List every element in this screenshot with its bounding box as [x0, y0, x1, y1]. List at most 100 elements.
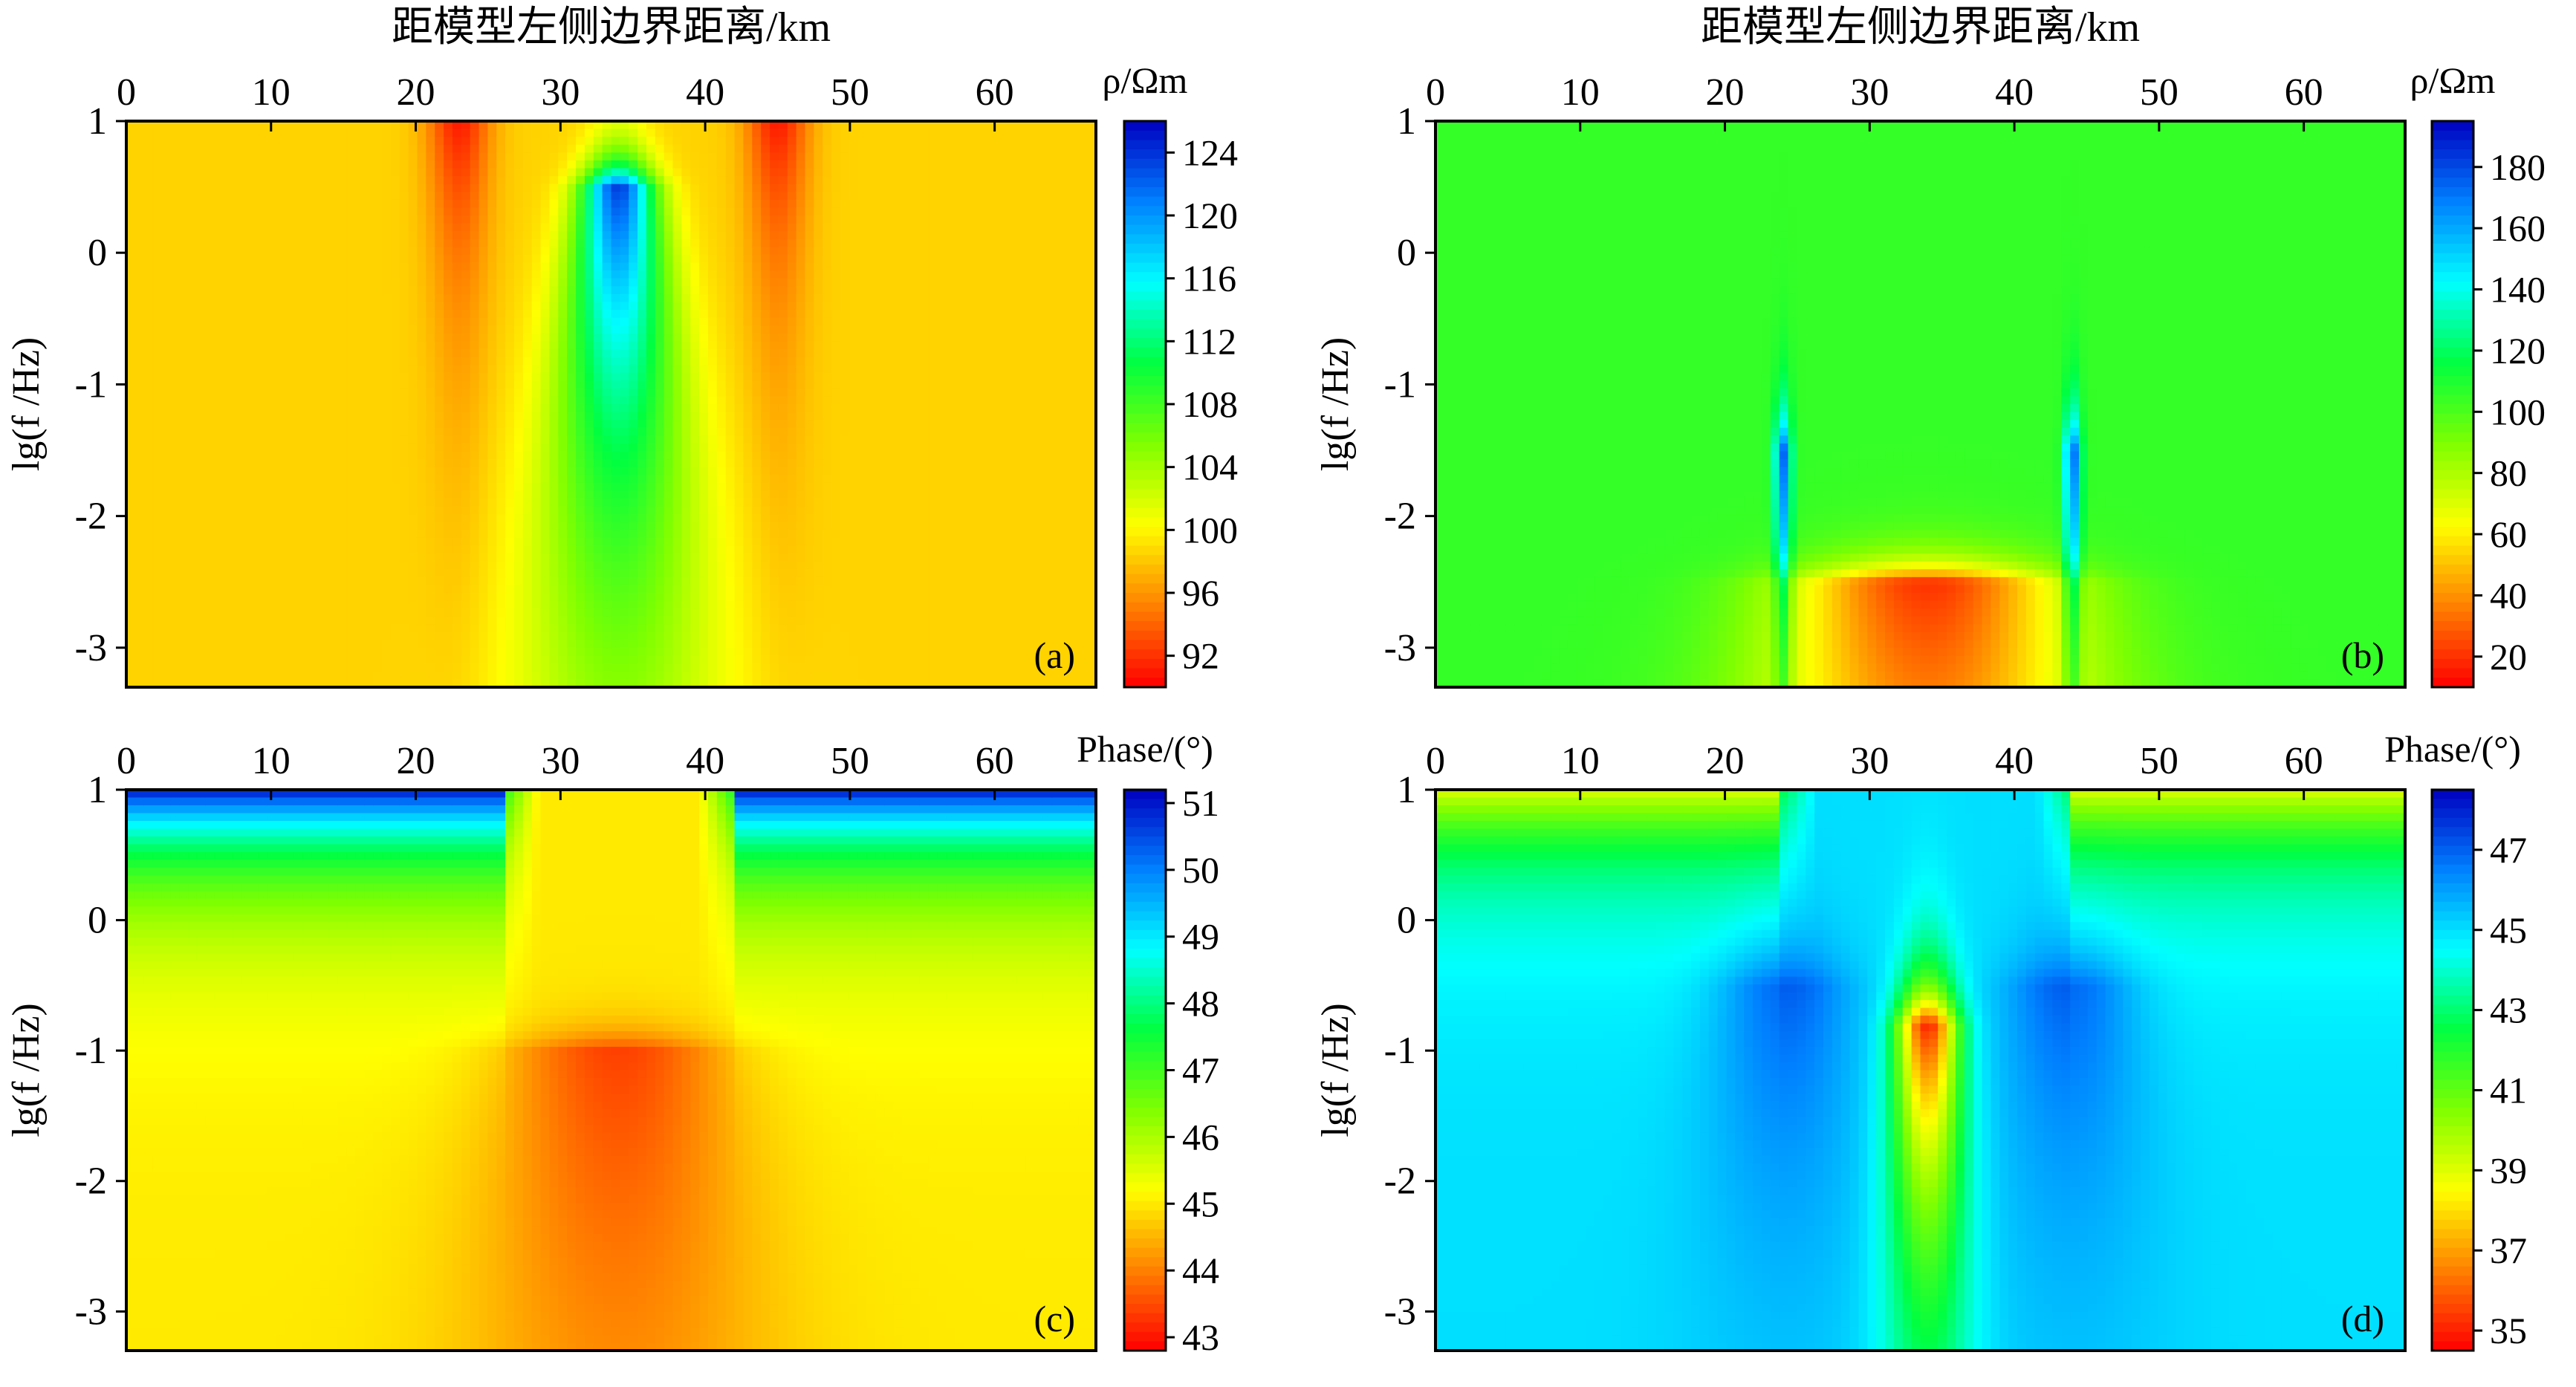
- heatmap-cell: [320, 672, 330, 680]
- heatmap-cell: [400, 546, 409, 554]
- heatmap-cell: [206, 412, 215, 420]
- heatmap-cell: [470, 420, 480, 428]
- heatmap-cell: [426, 483, 435, 491]
- heatmap-cell: [681, 444, 691, 452]
- heatmap-cell: [170, 562, 180, 570]
- heatmap-cell: [673, 341, 683, 349]
- heatmap-cell: [558, 672, 568, 680]
- heatmap-cell: [487, 514, 497, 522]
- heatmap-cell: [620, 318, 629, 326]
- heatmap-cell: [355, 538, 365, 546]
- heatmap-cell: [646, 553, 656, 562]
- heatmap-cell: [188, 632, 198, 640]
- heatmap-cell: [267, 231, 277, 239]
- heatmap-cell: [259, 640, 268, 649]
- heatmap-cell: [418, 608, 427, 617]
- heatmap-cell: [250, 412, 259, 420]
- heatmap-cell: [276, 663, 286, 672]
- heatmap-cell: [470, 648, 480, 656]
- heatmap-cell: [558, 286, 568, 294]
- heatmap-cell: [355, 656, 365, 664]
- heatmap-cell: [224, 169, 233, 177]
- heatmap-cell: [567, 373, 577, 381]
- heatmap-cell: [224, 318, 233, 326]
- heatmap-cell: [206, 569, 215, 577]
- heatmap-cell: [302, 546, 312, 554]
- heatmap-cell: [276, 176, 286, 184]
- heatmap-cell: [505, 365, 515, 373]
- heatmap-cell: [241, 279, 250, 287]
- heatmap-cell: [188, 585, 198, 593]
- heatmap-cell: [541, 428, 551, 436]
- heatmap-cell: [135, 207, 145, 215]
- heatmap-cell: [364, 239, 374, 247]
- heatmap-cell: [418, 569, 427, 577]
- heatmap-cell: [259, 310, 268, 318]
- heatmap-cell: [708, 483, 718, 491]
- heatmap-cell: [646, 286, 656, 294]
- heatmap-cell: [188, 404, 198, 412]
- heatmap-cell: [479, 176, 489, 184]
- heatmap-cell: [681, 459, 691, 467]
- heatmap-cell: [629, 129, 638, 137]
- heatmap-cell: [311, 176, 321, 184]
- heatmap-cell: [646, 585, 656, 593]
- heatmap-cell: [461, 514, 471, 522]
- heatmap-cell: [541, 357, 551, 366]
- heatmap-cell: [418, 239, 427, 247]
- heatmap-cell: [523, 569, 533, 577]
- heatmap-cell: [496, 302, 506, 310]
- heatmap-cell: [329, 640, 339, 649]
- heatmap-cell: [585, 656, 594, 664]
- heatmap-cell: [276, 498, 286, 507]
- heatmap-cell: [259, 231, 268, 239]
- heatmap-cell: [153, 663, 163, 672]
- heatmap-cell: [673, 608, 683, 617]
- heatmap-cell: [347, 207, 357, 215]
- heatmap-cell: [664, 215, 674, 224]
- heatmap-cell: [232, 444, 241, 452]
- heatmap-cell: [514, 608, 524, 617]
- heatmap-cell: [302, 428, 312, 436]
- heatmap-cell: [400, 483, 409, 491]
- heatmap-cell: [293, 585, 303, 593]
- heatmap-cell: [708, 169, 718, 177]
- heatmap-cell: [293, 231, 303, 239]
- heatmap-cell: [329, 207, 339, 215]
- heatmap-cell: [364, 129, 374, 137]
- heatmap-cell: [585, 169, 594, 177]
- heatmap-cell: [364, 160, 374, 169]
- heatmap-cell: [444, 129, 453, 137]
- heatmap-cell: [355, 302, 365, 310]
- heatmap-cell: [320, 373, 330, 381]
- heatmap-cell: [320, 160, 330, 169]
- heatmap-cell: [646, 452, 656, 460]
- heatmap-cell: [452, 412, 462, 420]
- heatmap-cell: [461, 341, 471, 349]
- heatmap-cell: [285, 546, 295, 554]
- heatmap-cell: [690, 452, 700, 460]
- heatmap-cell: [409, 341, 418, 349]
- heatmap-cell: [505, 373, 515, 381]
- heatmap-cell: [717, 325, 727, 334]
- heatmap-cell: [681, 224, 691, 232]
- heatmap-cell: [259, 224, 268, 232]
- heatmap-cell: [735, 334, 744, 342]
- heatmap-cell: [470, 640, 480, 649]
- heatmap-cell: [611, 270, 621, 279]
- heatmap-cell: [170, 577, 180, 585]
- heatmap-cell: [726, 318, 736, 326]
- heatmap-cell: [409, 546, 418, 554]
- heatmap-cell: [276, 365, 286, 373]
- heatmap-cell: [311, 145, 321, 153]
- heatmap-cell: [576, 380, 585, 389]
- heatmap-cell: [400, 294, 409, 302]
- heatmap-cell: [320, 389, 330, 397]
- heatmap-cell: [444, 617, 453, 625]
- heatmap-cell: [170, 184, 180, 192]
- heatmap-cell: [161, 192, 171, 200]
- heatmap-cell: [444, 341, 453, 349]
- heatmap-cell: [426, 663, 435, 672]
- heatmap-cell: [470, 514, 480, 522]
- heatmap-cell: [514, 231, 524, 239]
